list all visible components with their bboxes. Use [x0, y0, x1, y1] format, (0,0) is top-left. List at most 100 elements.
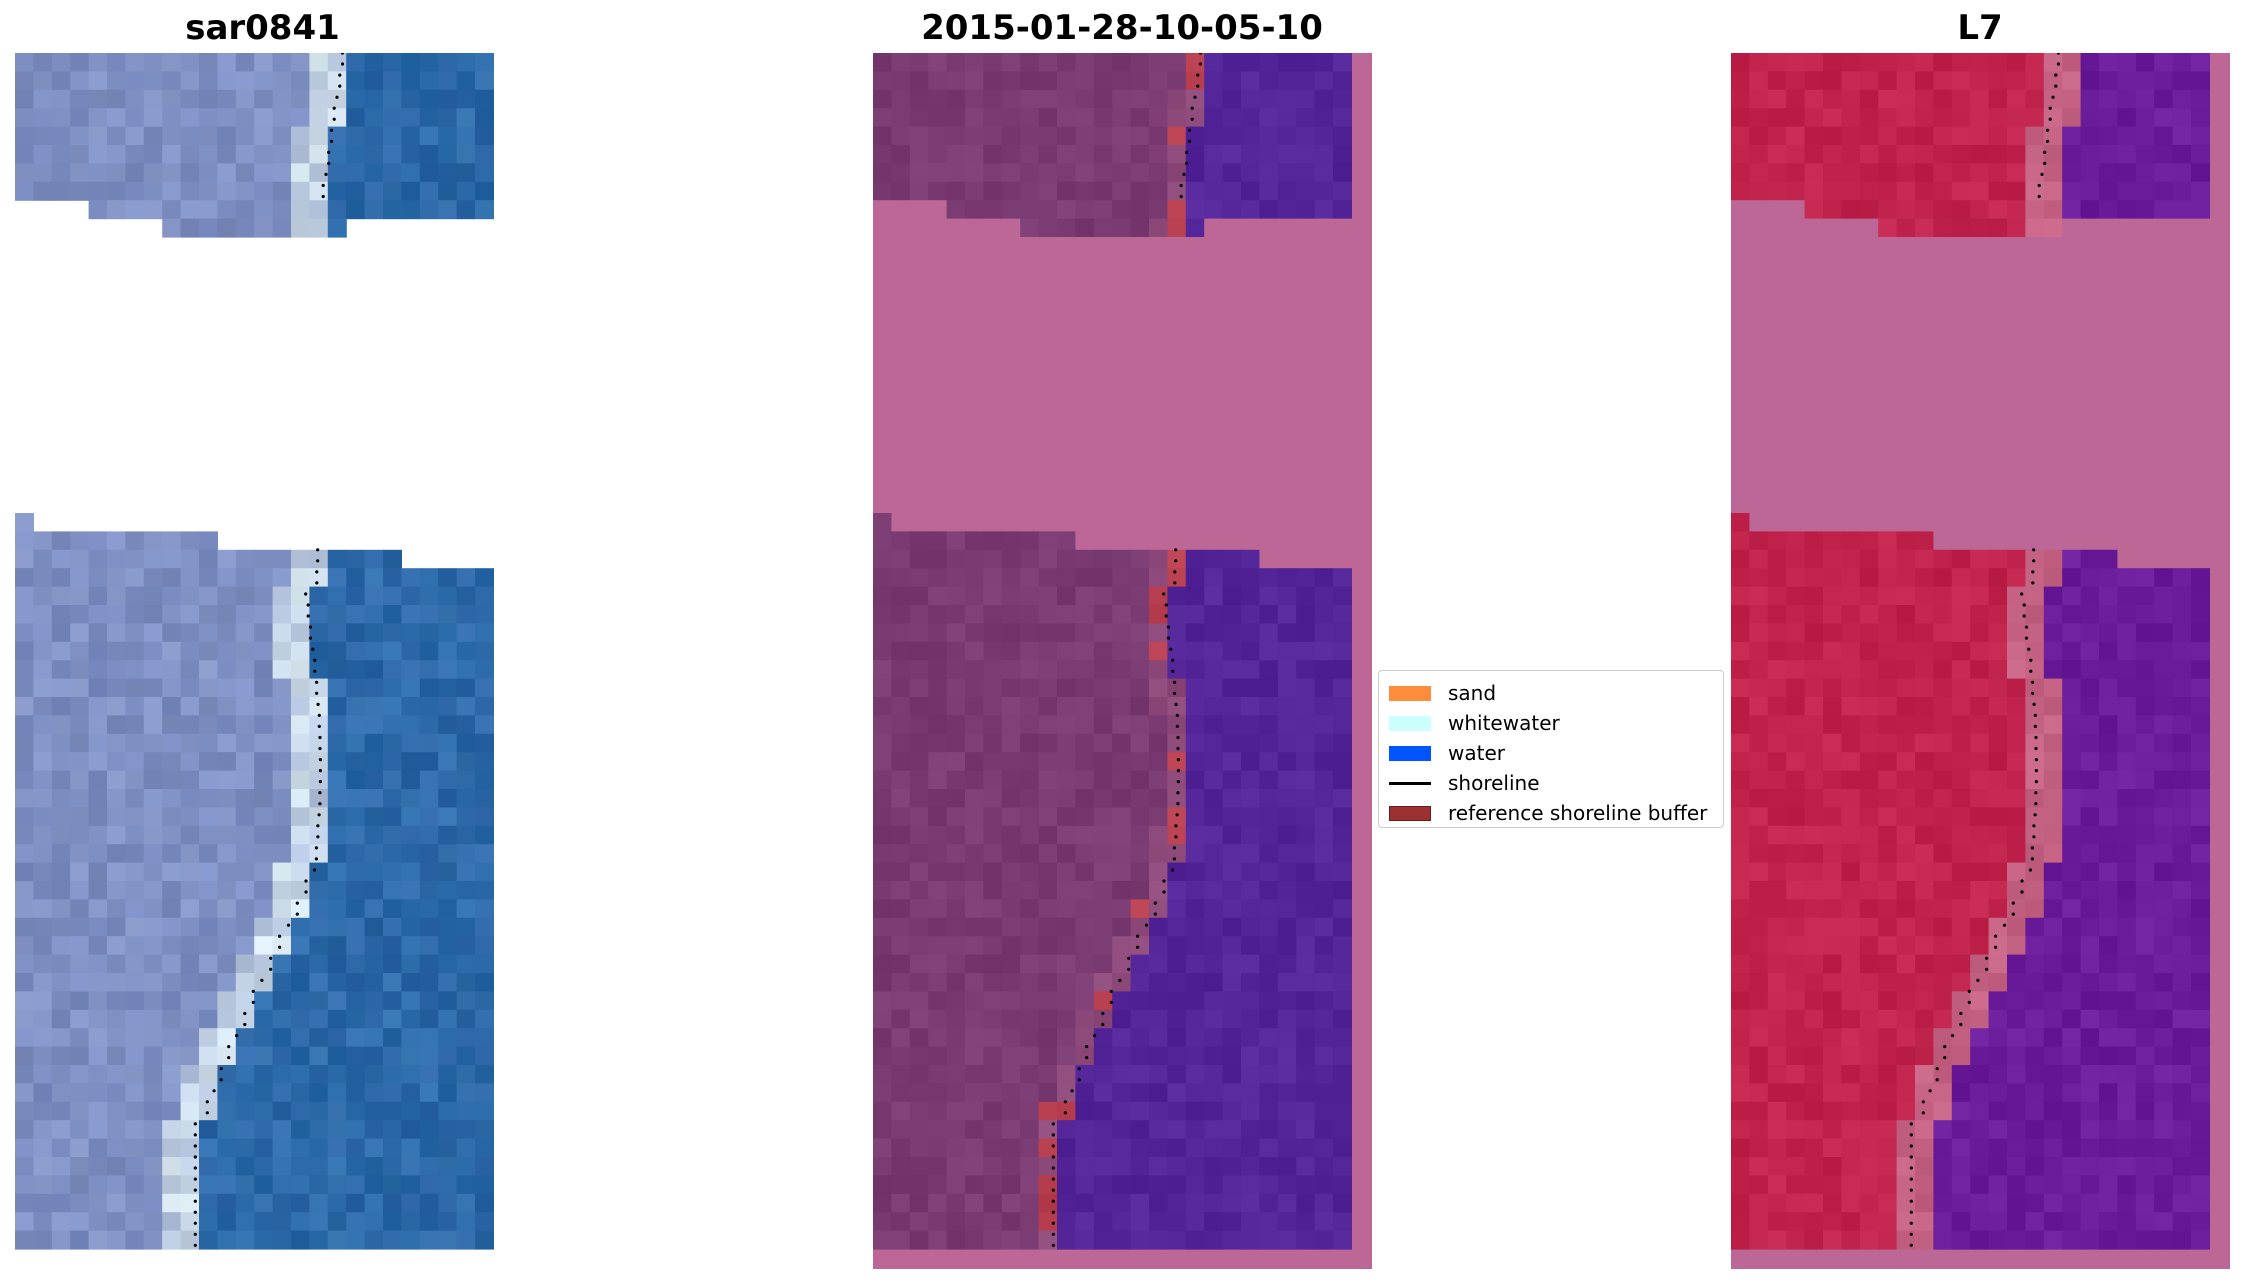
shoreline-dot [2031, 680, 2035, 684]
shoreline-dot [2032, 559, 2036, 563]
shoreline-dot [2054, 73, 2058, 77]
shoreline-dot [1967, 989, 1971, 994]
whitewater-swatch [1389, 715, 1431, 731]
shoreline-dot [2031, 691, 2035, 695]
legend-label-whitewater: whitewater [1448, 711, 1560, 735]
shoreline-dot [1921, 1111, 1925, 1115]
classified-image-panel [873, 53, 1372, 1269]
shoreline-dot [1985, 956, 1989, 960]
shoreline-dot [193, 1199, 197, 1203]
legend-item-whitewater: whitewater [1389, 708, 1713, 738]
l7-image-panel [1731, 53, 2230, 1269]
shoreline-dot [332, 117, 336, 121]
panel-title-classified: 2015-01-28-10-05-10 [921, 8, 1323, 48]
shoreline-dot [260, 978, 264, 983]
shoreline-dot [2030, 846, 2034, 850]
shoreline-dot [1176, 780, 1180, 784]
shoreline-dot [1994, 945, 1998, 949]
shoreline-dot [1175, 813, 1179, 817]
shoreline-dot [295, 912, 299, 916]
shoreline-dot [1185, 150, 1189, 154]
shoreline-dot [313, 669, 317, 673]
shoreline-dot [1063, 1100, 1067, 1104]
shoreline-dot [1109, 1000, 1113, 1005]
panel-title-sar: sar0841 [185, 8, 340, 48]
shoreline-dot [1085, 1045, 1089, 1049]
shoreline-dot [1187, 139, 1192, 143]
shoreline-dot [321, 183, 325, 188]
shoreline-dot [295, 901, 299, 905]
shoreline-dot [1093, 1034, 1097, 1038]
legend-label-shoreline: shoreline [1448, 771, 1540, 795]
shoreline-dot [2028, 868, 2033, 872]
shoreline-dot [332, 106, 336, 110]
reference-buffer-swatch [1389, 805, 1431, 821]
shoreline-dot [278, 934, 282, 938]
shoreline-dot [205, 1100, 209, 1104]
shoreline-dot [1136, 945, 1140, 949]
legend-item-sand: sand [1389, 678, 1713, 708]
shoreline-dot [317, 813, 321, 817]
shoreline-dot [1985, 967, 1989, 971]
shoreline-dot [1909, 1232, 1913, 1236]
shoreline-dot [1176, 791, 1180, 795]
shoreline-dot [308, 636, 313, 640]
shoreline-dot [2045, 139, 2050, 143]
shoreline-dot [329, 128, 334, 132]
shoreline-dot [1909, 1133, 1913, 1137]
shoreline-dot [1101, 1011, 1105, 1016]
shoreline-dot [193, 1133, 197, 1137]
shoreline-dot [327, 150, 331, 154]
shoreline-dot [2011, 912, 2015, 916]
shoreline-dot [1909, 1122, 1913, 1126]
shoreline-dot [2032, 702, 2036, 707]
shoreline-dot [315, 581, 319, 585]
shoreline-dot [2031, 570, 2035, 574]
shoreline-dot [2034, 758, 2038, 762]
shoreline-dot [1198, 62, 1203, 66]
shoreline-dot [335, 95, 339, 99]
shoreline-dot [338, 84, 342, 88]
legend: sand whitewater water shoreline referenc… [1378, 670, 1724, 828]
shoreline-dot [1172, 857, 1176, 861]
shoreline-dot [243, 1011, 247, 1016]
shoreline-dot [1187, 128, 1192, 132]
shoreline-dot [2024, 625, 2029, 629]
shoreline-dot [1935, 1078, 1939, 1082]
shoreline-dot [1179, 194, 1183, 199]
shoreline-dot [327, 161, 331, 165]
shoreline-dot [1172, 846, 1176, 850]
shoreline-dot [318, 802, 322, 806]
shoreline-dot [2048, 117, 2052, 121]
shoreline-dot [1077, 1067, 1081, 1071]
shoreline-dot [1051, 1199, 1055, 1203]
shoreline-dot [2037, 183, 2041, 188]
shoreline-dot [329, 139, 334, 143]
shoreline-dot [2031, 581, 2035, 585]
shoreline-dot [235, 1034, 239, 1038]
shoreline-dot [1943, 1056, 1947, 1060]
shoreline-dot [1063, 1111, 1067, 1115]
shoreline-dot [2020, 592, 2024, 596]
shoreline-dot [2048, 106, 2052, 110]
shoreline-dot [318, 735, 322, 740]
shoreline-dot [1051, 1221, 1055, 1225]
shoreline-dot [1959, 1022, 1963, 1027]
shoreline-dot [2024, 636, 2029, 640]
shoreline-dot [308, 625, 313, 629]
shoreline-dot [1127, 956, 1131, 960]
shoreline-dot [315, 570, 319, 574]
shoreline-dot [2056, 53, 2061, 55]
shoreline-dot [1176, 758, 1180, 762]
shoreline-dot [340, 62, 345, 66]
shoreline-dot [1162, 592, 1166, 596]
shoreline-dot [193, 1155, 197, 1159]
legend-label-reference-buffer: reference shoreline buffer [1448, 801, 1708, 825]
shoreline-dot [2054, 84, 2058, 88]
shoreline-dot [306, 614, 310, 618]
shoreline-dot [243, 1022, 247, 1027]
rgb-image [15, 53, 494, 1250]
shoreline-dot [2034, 791, 2038, 795]
shoreline-dot [1909, 1177, 1913, 1181]
shoreline-dot [1162, 890, 1166, 894]
